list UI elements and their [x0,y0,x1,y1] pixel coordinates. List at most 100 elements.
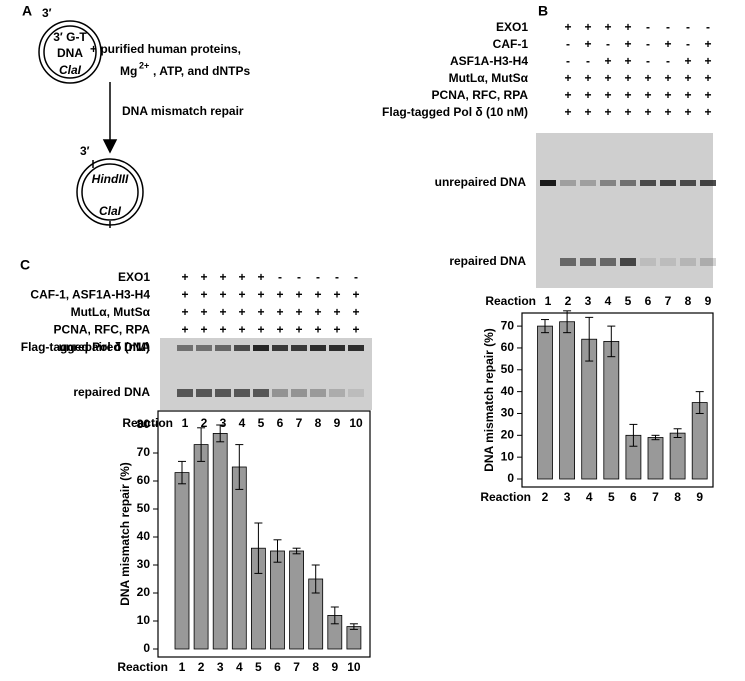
lane-number: 10 [349,416,363,430]
reagent-text: 2+ [139,60,149,70]
lane-number: 1 [545,294,552,308]
condition-sign: + [295,288,302,302]
condition-sign: + [352,288,359,302]
gel-band [329,345,345,351]
bar [231,466,247,650]
strand-label: 3′ [42,6,52,20]
condition-sign: + [704,71,711,85]
bar [559,321,575,480]
condition-sign: + [564,71,571,85]
lane-number: 9 [334,416,341,430]
condition-sign: + [584,88,591,102]
lane-number: 9 [705,294,712,308]
condition-sign: - [278,270,282,284]
gel-band [580,258,596,266]
lane-number: 4 [239,416,246,430]
condition-sign: - [606,37,610,51]
condition-sign: - [297,270,301,284]
condition-sign: + [200,270,207,284]
condition-sign: - [354,270,358,284]
plot-frame [157,410,371,658]
row-label: MutLα, MutSα [71,305,151,319]
condition-sign: + [704,54,711,68]
condition-sign: + [664,71,671,85]
row-label: MutLα, MutSα [449,71,529,85]
panel-label: A [22,3,32,19]
bar [289,550,305,650]
gel-band [600,258,616,266]
y-tick-label: 30 [501,406,515,420]
row-label: Flag-tagged Pol δ (nM) [21,340,150,354]
x-tick-label: 4 [236,660,243,674]
y-tick-label: 0 [143,641,150,655]
x-axis-title: Reaction [480,490,531,504]
gel-band [177,345,193,351]
condition-sign: + [238,323,245,337]
condition-sign: + [624,54,631,68]
gel-band [310,345,326,351]
gel-band [560,180,576,186]
panel-label: C [20,257,30,273]
condition-sign: + [257,270,264,284]
site-label: HindIII [92,172,129,186]
condition-sign: + [704,88,711,102]
lane-number: 7 [665,294,672,308]
substrate-label: 3′ G-T [53,30,87,44]
condition-sign: + [644,71,651,85]
condition-sign: - [666,54,670,68]
lane-number: 8 [315,416,322,430]
x-tick-label: 8 [674,490,681,504]
reagent-text: , ATP, and dNTPs [153,64,250,78]
gel-band [291,389,307,397]
lane-number: 8 [685,294,692,308]
y-tick-label: 10 [501,449,515,463]
condition-sign: + [624,37,631,51]
condition-sign: + [200,288,207,302]
condition-sign: + [333,305,340,319]
condition-sign: + [219,305,226,319]
y-tick-label: 50 [501,362,515,376]
condition-sign: + [333,323,340,337]
gel-band [620,180,636,186]
x-tick-label: 8 [312,660,319,674]
reagent-text: + purified human proteins, [90,42,241,56]
lane-number: 2 [201,416,208,430]
site-label: ClaI [59,63,82,77]
row-label: EXO1 [118,270,150,284]
condition-sign: + [352,305,359,319]
arrow-label: DNA mismatch repair [122,104,244,118]
condition-sign: + [684,88,691,102]
condition-sign: + [276,305,283,319]
bar [537,325,553,480]
strand-label: 3′ [80,144,90,158]
condition-sign: + [684,54,691,68]
row-label: PCNA, RFC, RPA [54,323,151,337]
condition-sign: + [257,323,264,337]
condition-sign: + [314,288,321,302]
condition-sign: + [624,71,631,85]
gel-band [700,180,716,186]
condition-sign: + [181,305,188,319]
row-label: EXO1 [496,20,528,34]
gel-band [700,258,716,266]
x-axis-title: Reaction [117,660,168,674]
condition-sign: + [664,37,671,51]
condition-sign: + [624,20,631,34]
plot-frame [521,312,714,488]
site-label: ClaI [99,204,122,218]
condition-sign: - [646,54,650,68]
condition-sign: + [276,323,283,337]
y-tick-label: 20 [137,585,151,599]
lane-number: 3 [220,416,227,430]
gel-band [540,180,556,186]
reagent-text: Mg [120,64,137,78]
condition-sign: + [181,270,188,284]
row-label: PCNA, RFC, RPA [432,88,529,102]
lane-number: 6 [645,294,652,308]
y-tick-label: 0 [507,471,514,485]
condition-sign: + [333,288,340,302]
y-tick-label: 10 [137,613,151,627]
y-tick-label: 40 [137,529,151,543]
condition-sign: - [646,37,650,51]
